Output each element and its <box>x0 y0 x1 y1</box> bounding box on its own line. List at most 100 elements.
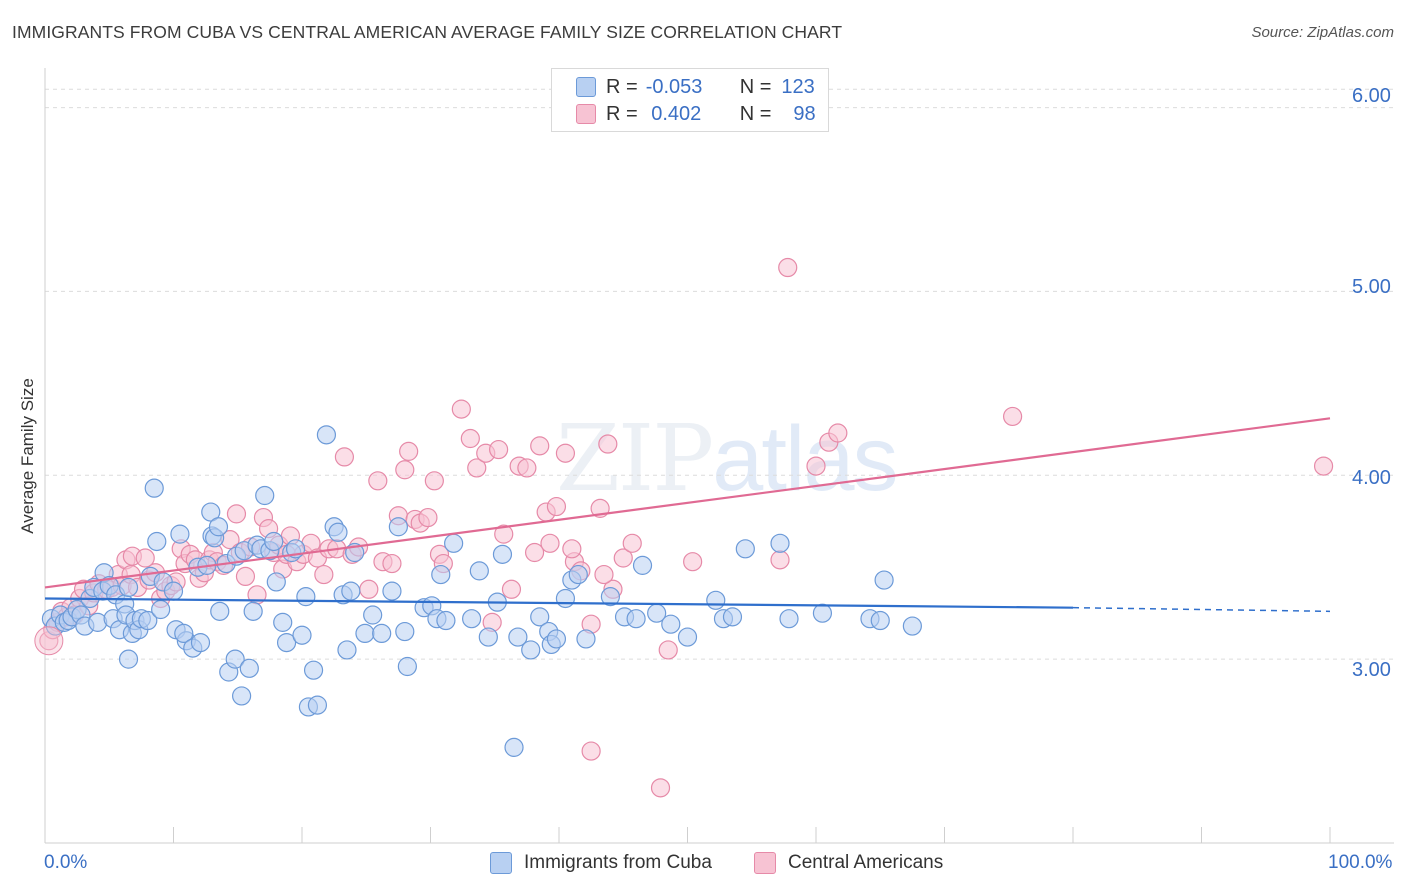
cuba-point <box>255 485 275 506</box>
cuba-point <box>444 533 464 553</box>
central-point <box>770 550 790 570</box>
central-point <box>517 458 537 478</box>
central-point <box>658 640 678 660</box>
cuba-point <box>397 656 417 677</box>
central-point <box>368 471 388 491</box>
cuba-point <box>266 572 286 592</box>
n-label: N = <box>739 102 772 125</box>
cuba-point <box>118 577 139 598</box>
central-point <box>501 579 522 599</box>
n-value: 123 <box>781 75 815 98</box>
n-label: N = <box>739 75 772 98</box>
y-tick-label-3: 3.00 <box>1352 659 1391 681</box>
central-point <box>399 441 419 461</box>
central-point <box>806 456 826 476</box>
cuba-point <box>316 425 337 445</box>
legend-swatch-pink <box>754 852 776 874</box>
y-tick-label-6: 6.00 <box>1352 85 1391 107</box>
stats-legend: R = -0.053 N = 123 R = 0.402 N = 98 <box>551 68 829 132</box>
cuba-point <box>632 555 653 575</box>
cuba-point <box>735 539 755 559</box>
central-point <box>314 564 334 585</box>
source-label: Source: ZipAtlas.com <box>1251 24 1394 41</box>
central-point <box>467 458 487 478</box>
r-label: R = <box>606 75 638 98</box>
central-point <box>546 496 567 517</box>
cuba-point <box>243 601 263 621</box>
central-point <box>489 439 509 460</box>
central-point <box>494 524 514 544</box>
stats-legend-row-cuba: R = -0.053 N = 123 <box>576 75 815 99</box>
central-point <box>226 504 247 524</box>
cuba-point <box>492 544 513 564</box>
central-point <box>562 539 582 559</box>
cuba-point <box>276 632 297 653</box>
cuba-point <box>363 605 383 625</box>
cuba-point <box>170 524 190 544</box>
y-tick-label-5: 5.00 <box>1352 276 1391 298</box>
x-tick-label-min: 0.0% <box>44 852 88 873</box>
central-point <box>683 552 703 572</box>
central-point <box>540 533 560 553</box>
cuba-point <box>521 640 541 660</box>
cuba-point <box>307 695 328 715</box>
cuba-trend-extension <box>1072 606 1331 613</box>
central-point <box>524 542 545 563</box>
cuba-point <box>174 623 194 644</box>
cuba-point <box>296 587 316 607</box>
central-point <box>382 553 402 574</box>
cuba-point <box>661 614 681 634</box>
cuba-point <box>232 686 252 706</box>
legend-swatch-blue <box>576 77 596 97</box>
cuba-point <box>138 610 158 631</box>
cuba-point <box>478 627 498 647</box>
cuba-point <box>600 587 621 607</box>
cuba-point <box>208 517 229 537</box>
central-point <box>622 533 642 553</box>
cuba-point <box>555 588 576 609</box>
cuba-point <box>902 616 922 636</box>
central-point <box>418 507 438 528</box>
central-point <box>334 447 355 467</box>
legend-label-central: Central Americans <box>788 852 944 873</box>
cuba-point <box>372 623 392 644</box>
stats-legend-row-central: R = 0.402 N = 98 <box>576 102 816 126</box>
cuba-point <box>190 632 211 653</box>
central-point <box>451 399 471 419</box>
cuba-point <box>147 531 167 552</box>
cuba-point <box>462 609 482 629</box>
cuba-point <box>225 649 245 669</box>
cuba-point <box>144 478 164 498</box>
central-point <box>581 741 601 761</box>
central-point <box>650 778 671 798</box>
cuba-point <box>388 517 408 537</box>
cuba-point <box>163 581 184 601</box>
n-value: 98 <box>793 102 816 125</box>
r-label: R = <box>606 102 638 125</box>
cuba-point <box>431 564 451 585</box>
central-point <box>555 443 576 463</box>
cuba-point <box>210 601 230 621</box>
watermark-zip: ZIP <box>556 405 714 512</box>
cuba-point <box>706 590 726 610</box>
legend-swatch-blue <box>490 852 512 874</box>
cuba-point <box>118 649 139 669</box>
legend-swatch-pink <box>576 104 596 124</box>
central-point-large <box>34 626 64 656</box>
central-point <box>594 564 614 585</box>
cuba-point <box>874 570 894 590</box>
legend-item-cuba: Immigrants from Cuba <box>490 852 712 874</box>
central-point <box>424 471 444 491</box>
central-point <box>359 579 379 599</box>
cuba-point <box>303 660 324 680</box>
cuba-point <box>870 610 890 631</box>
central-point <box>828 423 848 443</box>
cuba-point <box>239 658 259 678</box>
cuba-point <box>382 581 402 601</box>
chart-title: IMMIGRANTS FROM CUBA VS CENTRAL AMERICAN… <box>12 22 843 42</box>
cuba-point <box>530 607 550 627</box>
cuba-point <box>469 561 489 581</box>
central-point <box>235 566 256 587</box>
cuba-point <box>355 623 375 644</box>
